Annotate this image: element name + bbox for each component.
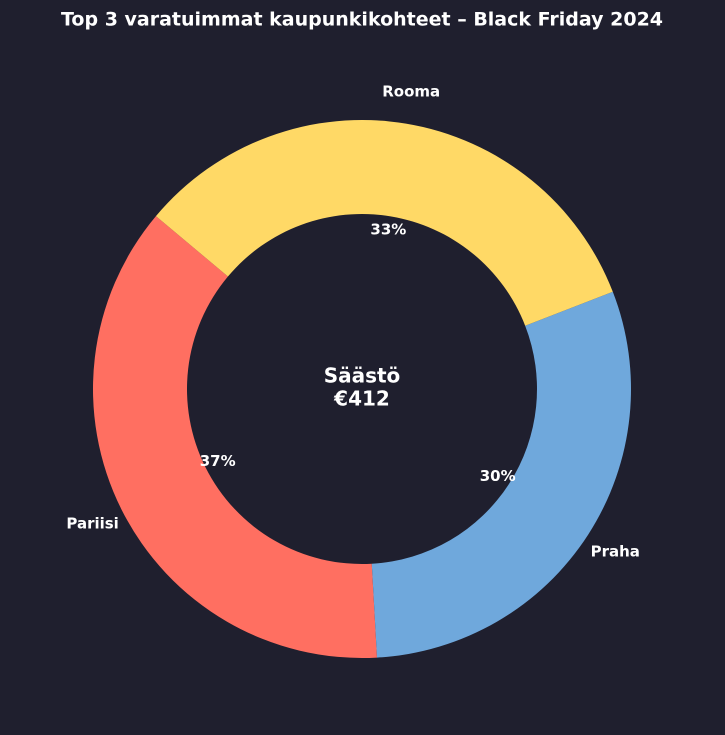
category-label: Pariisi: [66, 514, 118, 532]
chart-title: Top 3 varatuimmat kaupunkikohteet – Blac…: [61, 9, 663, 31]
value-label: 33%: [370, 220, 406, 238]
value-label: 30%: [480, 467, 516, 485]
donut-slice: [92, 216, 378, 658]
value-label: 37%: [200, 452, 236, 470]
category-label: Praha: [591, 543, 640, 561]
center-text: €412: [333, 387, 390, 411]
center-text: Säästö: [324, 364, 401, 388]
donut-slice: [155, 119, 613, 326]
category-label: Rooma: [382, 82, 440, 100]
donut-slice: [371, 291, 631, 658]
